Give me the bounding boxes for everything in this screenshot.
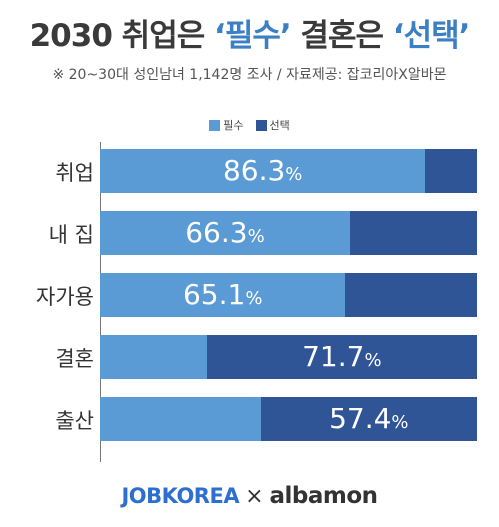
- bar-required: [100, 335, 207, 379]
- category-label: 결혼: [55, 347, 94, 371]
- legend-swatch-optional: [255, 119, 267, 131]
- legend-swatch-required: [209, 119, 221, 131]
- data-label: 65.1%: [100, 273, 345, 317]
- data-label-value: 65.1: [182, 278, 246, 311]
- logo-separator: ×: [245, 483, 264, 509]
- title-prefix: 2030 취업은: [29, 18, 215, 54]
- data-label-value: 71.7: [302, 340, 365, 373]
- chart-title: 2030 취업은 ‘필수’ 결혼은 ‘선택’: [0, 10, 499, 55]
- bar-required: [100, 397, 261, 441]
- bar-required: [100, 211, 350, 255]
- title-accent-optional: ‘선택’: [392, 18, 471, 54]
- bar-row: 86.3%: [100, 149, 477, 193]
- data-label-value: 86.3: [222, 154, 286, 187]
- chart-legend: 필수 선택: [0, 117, 499, 133]
- category-label: 자가용: [36, 285, 94, 309]
- bar-row: 65.1%: [100, 273, 477, 317]
- data-label: 66.3%: [100, 211, 350, 255]
- chart-subtitle: ※ 20~30대 성인남녀 1,142명 조사 / 자료제공: 잡코리아X알바몬: [52, 67, 447, 83]
- jobkorea-logo: JOBKOREA: [121, 484, 240, 508]
- data-label-value: 66.3: [185, 216, 248, 249]
- bar-row: 66.3%: [100, 211, 477, 255]
- data-label-value: 57.4: [329, 402, 392, 435]
- legend-label-required: 필수: [223, 119, 244, 132]
- category-label: 출산: [55, 409, 94, 433]
- data-label: 57.4%: [261, 397, 477, 441]
- bar-row: 71.7%: [100, 335, 477, 379]
- data-label-unit: %: [247, 226, 265, 247]
- title-middle: 결혼은: [290, 18, 393, 54]
- bar-optional: [260, 397, 477, 441]
- category-label: 내 집: [48, 223, 94, 247]
- bar-optional: [206, 335, 477, 379]
- legend-item-optional: 선택: [255, 117, 290, 133]
- data-label-unit: %: [364, 350, 382, 371]
- bar-required: [100, 149, 426, 193]
- category-label: 취업: [55, 161, 94, 185]
- bar-optional: [425, 149, 477, 193]
- bar-optional: [349, 211, 477, 255]
- data-label-unit: %: [285, 164, 303, 185]
- bar-optional: [345, 273, 477, 317]
- data-label: 86.3%: [100, 149, 425, 193]
- data-label: 71.7%: [207, 335, 477, 379]
- bar-required: [100, 273, 346, 317]
- footer-logos: JOBKOREA × albamon: [0, 483, 499, 509]
- data-label-unit: %: [245, 288, 263, 309]
- albamon-logo: albamon: [269, 483, 379, 509]
- bar-row: 57.4%: [100, 397, 477, 441]
- title-accent-required: ‘필수’: [214, 18, 292, 54]
- data-label-unit: %: [391, 412, 409, 433]
- legend-item-required: 필수: [209, 117, 244, 133]
- legend-label-optional: 선택: [269, 119, 290, 132]
